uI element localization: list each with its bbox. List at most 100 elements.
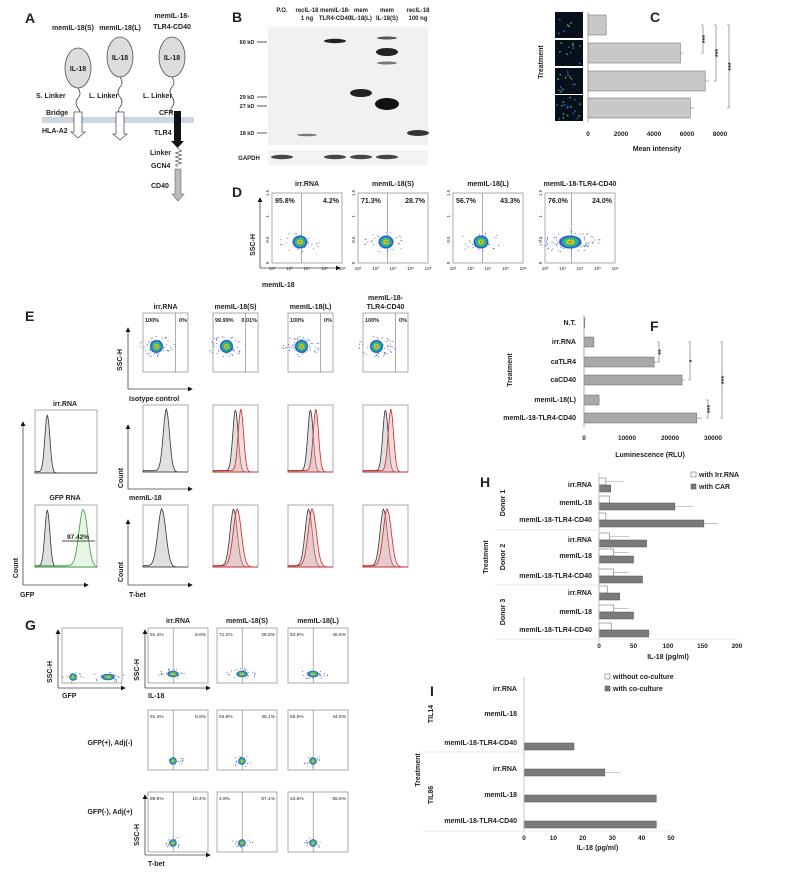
bar [583, 356, 655, 368]
tick-label: 0 [446, 261, 451, 264]
mw-marker: 29 kD [240, 95, 255, 101]
quadrant-percent: 24.0% [592, 198, 613, 205]
tick-label: 20000 [661, 435, 679, 442]
label: TLR4 [154, 130, 172, 137]
quadrant-percent: 54.5% [290, 632, 304, 638]
tick-label: 1.5 [351, 189, 356, 196]
y-axis-label: Treatment [507, 353, 514, 387]
category-label: irr.RNA [568, 482, 592, 489]
plot-frame [142, 312, 189, 373]
quadrant-percent: 56.7% [456, 198, 477, 205]
quadrant-percent: 4.2% [323, 198, 340, 205]
tick-label: 10³ [467, 266, 474, 271]
tick-label: 0 [538, 261, 543, 264]
lane-label: 1 ng [301, 16, 314, 22]
significance-stars: *** [715, 49, 722, 57]
cell-population [158, 668, 185, 680]
tick-label: 30 [609, 835, 617, 842]
quadrant-percent: 100% [365, 318, 379, 324]
quadrant-percent: 0% [399, 318, 407, 324]
category-label: irr.RNA [568, 537, 592, 544]
domain-label: IL-18 [164, 55, 180, 62]
bar-control [598, 604, 614, 613]
plot-frame [452, 192, 524, 264]
histogram-curve [287, 409, 333, 473]
plot-frame [142, 404, 189, 473]
significance-bracket [720, 341, 723, 419]
plot-frame [34, 409, 98, 474]
tick-label: 10⁴ [485, 266, 492, 271]
quadrant-percent: 91.4% [150, 632, 164, 638]
plot-frame [216, 709, 278, 771]
hla-a2-domain [111, 111, 129, 141]
bar-treatment [598, 539, 647, 548]
plot-frame [544, 192, 616, 264]
panel-label: H [480, 474, 490, 490]
tick-label: 0 [522, 835, 526, 842]
histogram-curve [34, 414, 97, 474]
label: S. Linker [36, 93, 66, 100]
y-axis-label: SSC-H [47, 661, 54, 683]
bar-control [598, 532, 610, 541]
bar-treatment [598, 592, 620, 601]
significance-stars: ** [658, 349, 665, 355]
category-label: memIL-18(L) [534, 397, 576, 404]
plot-title: irr.RNA [166, 618, 190, 625]
category-label: memIL-18-TLR4-CD40 [519, 627, 592, 634]
bar-control [598, 512, 607, 521]
tick-label: 0 [265, 261, 270, 264]
quadrant-percent: 56.5% [332, 796, 346, 802]
gcn4-coil [174, 147, 183, 168]
plot-frame [287, 312, 334, 373]
protein-band [377, 36, 397, 40]
cell-population [304, 837, 321, 849]
significance-stars: * [689, 359, 696, 362]
panel-b: B P.O. recIL-181 ngmemIL-18-TLR4-CD40memIL… [232, 8, 430, 165]
cell-population [94, 671, 124, 682]
lane-label: mem [354, 8, 368, 14]
quadrant-percent: 45.5% [332, 632, 346, 638]
mw-marker: 27 kD [240, 104, 255, 110]
category-label: memIL-18 [484, 711, 517, 718]
bar [587, 97, 691, 119]
construct-title: TLR4-CD40 [153, 24, 191, 31]
lane-label: memIL-18- [320, 8, 350, 14]
row-label: GFP(-), Adj(+) [87, 809, 132, 816]
bar [587, 70, 706, 92]
label: GCN4 [151, 163, 171, 170]
tick-label: 1.5 [538, 189, 543, 196]
cell-population [209, 336, 246, 358]
row-label: GFP(+), Adj(-) [87, 740, 132, 747]
category-label: caTLR4 [551, 359, 576, 366]
tick-label: 10⁶ [425, 266, 432, 271]
domain-label: IL-18 [70, 66, 86, 73]
group-label: TIL86 [428, 786, 435, 804]
construct-title: memIL-18- [154, 13, 190, 20]
y-axis-label: SSC-H [250, 234, 257, 256]
bar-treatment [598, 555, 634, 564]
tick-label: 1.5 [265, 189, 270, 196]
plot-frame [287, 791, 349, 853]
cell-population [302, 670, 329, 680]
quadrant-percent: 44.5% [332, 714, 346, 720]
plot-title: irr.RNA [295, 181, 319, 188]
bar-control [598, 495, 610, 504]
tick-label: 50 [630, 643, 638, 650]
quadrant-percent: 4.9% [219, 796, 231, 802]
legend-swatch [690, 471, 697, 478]
cell-population [226, 668, 256, 679]
tick-label: 1 [446, 215, 451, 218]
significance-bracket [657, 341, 660, 363]
category-label: N.T. [564, 320, 577, 327]
label: L. Linker [143, 93, 172, 100]
quadrant-percent: 71.3% [361, 198, 382, 205]
y-axis-label: Count [118, 561, 125, 582]
cell-population [232, 839, 254, 848]
histogram-curve [362, 409, 408, 473]
bar [587, 42, 681, 64]
lane-label: 100 ng [408, 16, 427, 22]
x-axis-label: GFP [62, 693, 77, 700]
quadrant-percent: 8.6% [195, 714, 207, 720]
tick-label: 0.5 [351, 236, 356, 243]
